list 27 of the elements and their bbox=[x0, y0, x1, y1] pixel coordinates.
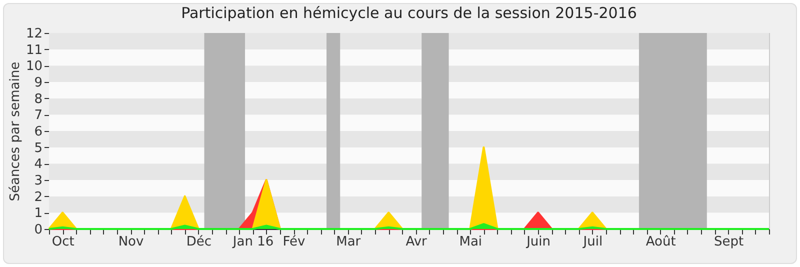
y-tick-label: 3 bbox=[34, 174, 42, 188]
x-tick-label: Sept bbox=[714, 234, 744, 250]
x-tick-label: Nov bbox=[118, 234, 144, 250]
y-tick-label: 2 bbox=[34, 190, 42, 205]
y-tick-label: 8 bbox=[34, 92, 42, 107]
y-tick-label: 9 bbox=[34, 76, 42, 90]
y-tick-label: 4 bbox=[34, 157, 42, 172]
x-tick-label: Août bbox=[646, 234, 676, 250]
y-tick-label: 0 bbox=[34, 222, 42, 238]
x-tick-label: Avr bbox=[406, 234, 428, 250]
y-tick-label: 1 bbox=[34, 206, 42, 222]
y-axis-title: Séances par semaine bbox=[8, 62, 23, 202]
y-tick-label: 7 bbox=[34, 108, 42, 124]
x-tick-label: Oct bbox=[52, 234, 74, 250]
x-tick-label: Jan 16 bbox=[232, 234, 274, 250]
chart-title: Participation en hémicycle au cours de la session 2015-2016 bbox=[181, 4, 637, 22]
x-tick-label: Mai bbox=[459, 234, 482, 250]
y-tick-label: 5 bbox=[34, 140, 42, 156]
x-tick-label: Juil bbox=[582, 234, 603, 250]
y-tick-label: 6 bbox=[34, 124, 42, 140]
x-tick-label: Fév bbox=[282, 234, 306, 250]
x-tick-label: Mar bbox=[336, 234, 362, 250]
x-tick-label: Juin bbox=[526, 234, 551, 250]
x-tick-label: Déc bbox=[186, 234, 212, 250]
y-tick-label: 11 bbox=[26, 42, 42, 58]
y-tick-label: 12 bbox=[26, 26, 42, 42]
y-tick-label: 10 bbox=[26, 59, 42, 74]
